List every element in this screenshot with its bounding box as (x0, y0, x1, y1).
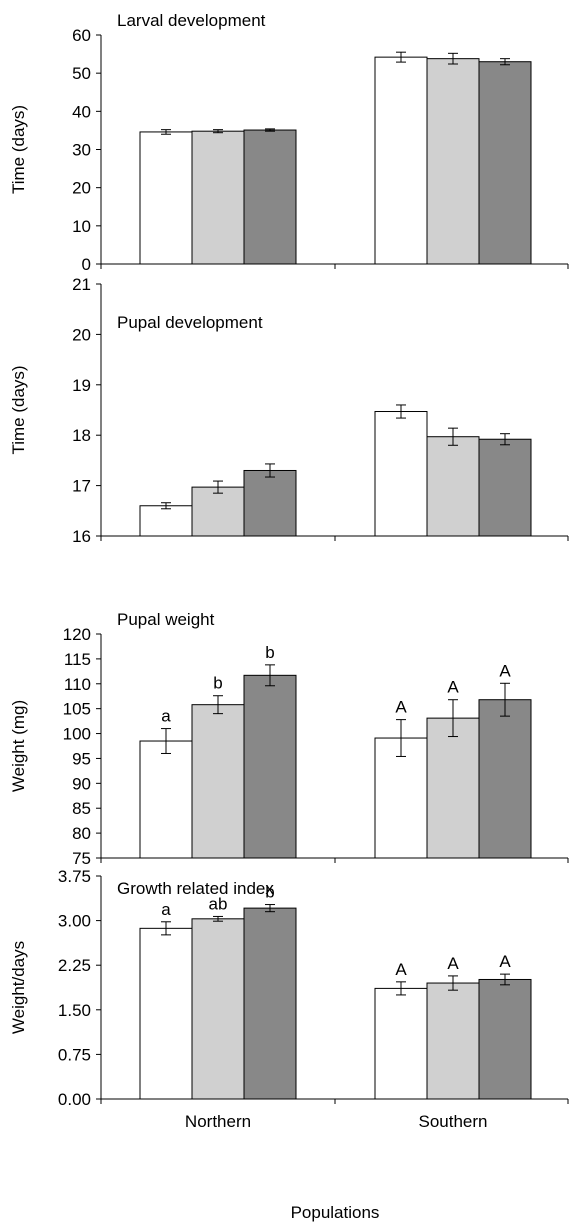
bar (426, 982, 480, 1100)
x-tick-label: Southern (419, 1112, 488, 1131)
y-tick-label: 3.75 (58, 867, 91, 886)
significance-letter: ab (209, 894, 228, 913)
chart-panel-1: Larval development Time (days) 0 10 20 30 40 50… (9, 11, 569, 274)
bar (139, 740, 193, 859)
y-tick-label: 105 (63, 700, 91, 719)
y-tick-label: 50 (72, 64, 91, 83)
y-axis-label: Weight/days (9, 941, 28, 1034)
bar (191, 918, 245, 1100)
significance-letter: A (447, 954, 459, 973)
significance-letter: A (395, 960, 407, 979)
y-tick-label: 2.25 (58, 956, 91, 975)
bar (139, 131, 193, 265)
significance-letter: b (213, 674, 222, 693)
bar (426, 717, 480, 859)
bar (243, 129, 297, 265)
chart-title: Larval development (117, 11, 266, 30)
y-tick-label: 20 (72, 325, 91, 344)
chart-title: Pupal weight (117, 610, 215, 629)
bar (139, 505, 193, 537)
y-tick-label: 0.00 (58, 1090, 91, 1109)
bar (426, 58, 480, 265)
bar (478, 438, 532, 537)
y-tick-label: 90 (72, 774, 91, 793)
bar (426, 436, 480, 537)
y-tick-label: 1.50 (58, 1001, 91, 1020)
y-tick-label: 18 (72, 426, 91, 445)
x-axis-label: Populations (291, 1203, 380, 1222)
bar (243, 674, 297, 859)
chart-title: Pupal development (117, 313, 263, 332)
y-tick-label: 21 (72, 275, 91, 294)
bar (478, 978, 532, 1100)
bar (374, 411, 428, 537)
y-tick-label: 40 (72, 102, 91, 121)
significance-letter: b (265, 883, 274, 902)
significance-letter: a (161, 900, 171, 919)
y-tick-label: 85 (72, 799, 91, 818)
y-tick-label: 0.75 (58, 1045, 91, 1064)
bar (243, 907, 297, 1100)
bar (191, 130, 245, 265)
significance-letter: b (265, 643, 274, 662)
y-tick-label: 16 (72, 527, 91, 546)
bar (243, 469, 297, 537)
y-tick-label: 3.00 (58, 912, 91, 931)
y-tick-label: 17 (72, 477, 91, 496)
bar (139, 927, 193, 1100)
significance-letter: a (161, 707, 171, 726)
bar (478, 699, 532, 859)
bar (191, 486, 245, 537)
y-tick-label: 110 (64, 675, 91, 694)
chart-panel-2: Pupal development Time (days) 16 17 18 19 20 21 (9, 275, 569, 546)
y-tick-label: 30 (72, 141, 91, 160)
y-tick-label: 60 (72, 26, 91, 45)
y-tick-label: 100 (63, 725, 91, 744)
y-tick-label: 120 (63, 625, 91, 644)
y-tick-label: 75 (72, 849, 91, 868)
y-tick-label: 95 (72, 749, 91, 768)
y-tick-label: 20 (72, 179, 91, 198)
x-tick-label: Northern (185, 1112, 251, 1131)
significance-letter: A (499, 952, 511, 971)
y-tick-label: 80 (72, 824, 91, 843)
significance-letter: A (499, 661, 511, 680)
chart-title: Growth related index (117, 879, 274, 898)
bar (374, 56, 428, 265)
y-tick-label: 10 (72, 217, 91, 236)
y-tick-label: 115 (64, 650, 91, 669)
y-tick-label: 0 (82, 255, 91, 274)
chart-panel-3: Pupal weight Weight (mg) 75 80 85 90 95 100 105 1… (9, 610, 569, 868)
bar (374, 737, 428, 859)
y-axis-label: Weight (mg) (9, 700, 28, 792)
y-axis-label: Time (days) (9, 365, 28, 454)
bar (478, 61, 532, 265)
bar (191, 704, 245, 859)
significance-letter: A (395, 698, 407, 717)
chart-panel-4: Growth related index Weight/days 0.00 0.75 1… (9, 867, 569, 1131)
significance-letter: A (447, 678, 459, 697)
y-tick-label: 19 (72, 376, 91, 395)
bar (374, 987, 428, 1100)
y-axis-label: Time (days) (9, 105, 28, 194)
